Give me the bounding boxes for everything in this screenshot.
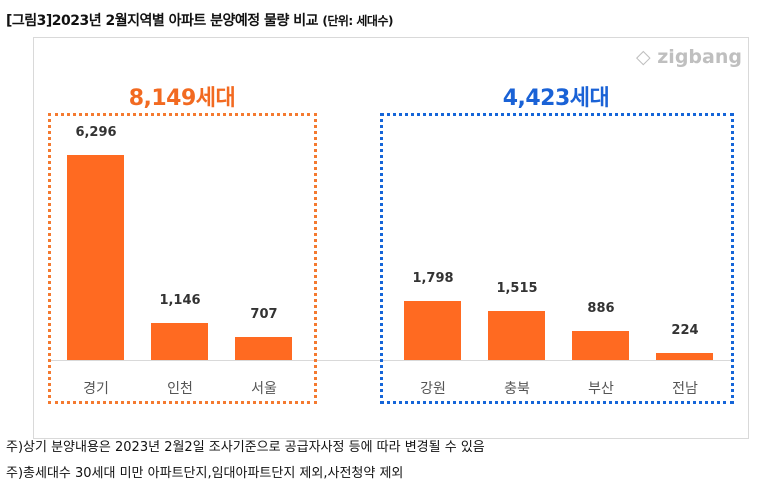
zigbang-logo: ◇ zigbang [636, 46, 742, 68]
category-label: 강원 [420, 381, 446, 397]
bar-2 [235, 336, 292, 360]
logo-icon: ◇ [636, 46, 651, 68]
data-label: 1,798 [412, 271, 454, 287]
data-label: 6,296 [75, 125, 117, 140]
bar-6 [656, 352, 713, 360]
group-box-capital [48, 113, 317, 404]
bar-5 [572, 331, 629, 360]
category-label: 서울 [251, 381, 277, 397]
bar-0 [67, 155, 124, 360]
chart-title: [그림3]2023년 2월지역별 아파트 분양예정 물량 비교 (단위: 세대수… [6, 10, 393, 30]
data-label: 224 [671, 322, 699, 338]
footnote-1: 주)상기 분양내용은 2023년 2월2일 조사기준으로 공급자사정 등에 따라… [6, 440, 485, 455]
x-axis-line [48, 360, 733, 361]
group-box-regional [380, 113, 734, 404]
data-label: 707 [250, 306, 278, 322]
logo-text: zigbang [657, 46, 742, 68]
data-label: 1,515 [496, 280, 538, 296]
category-label: 전남 [672, 381, 698, 397]
group-total-regional: 4,423세대 [502, 86, 610, 111]
group-total-capital: 8,149세대 [128, 86, 236, 111]
bar-3 [404, 301, 461, 360]
data-label: 1,146 [159, 292, 201, 308]
category-label: 인천 [167, 381, 193, 397]
category-label: 부산 [588, 381, 614, 397]
category-label: 경기 [83, 381, 109, 397]
footnote-2: 주)총세대수 30세대 미만 아파트단지,임대아파트단지 제외,사전청약 제외 [6, 466, 404, 481]
unit-label: (단위: 세대수) [322, 14, 393, 28]
bar-4 [488, 310, 545, 360]
data-label: 886 [587, 301, 615, 317]
category-label: 충북 [504, 381, 530, 397]
bar-1 [151, 322, 208, 360]
title-text: [그림3]2023년 2월지역별 아파트 분양예정 물량 비교 [6, 13, 318, 29]
chart-frame [33, 37, 749, 439]
